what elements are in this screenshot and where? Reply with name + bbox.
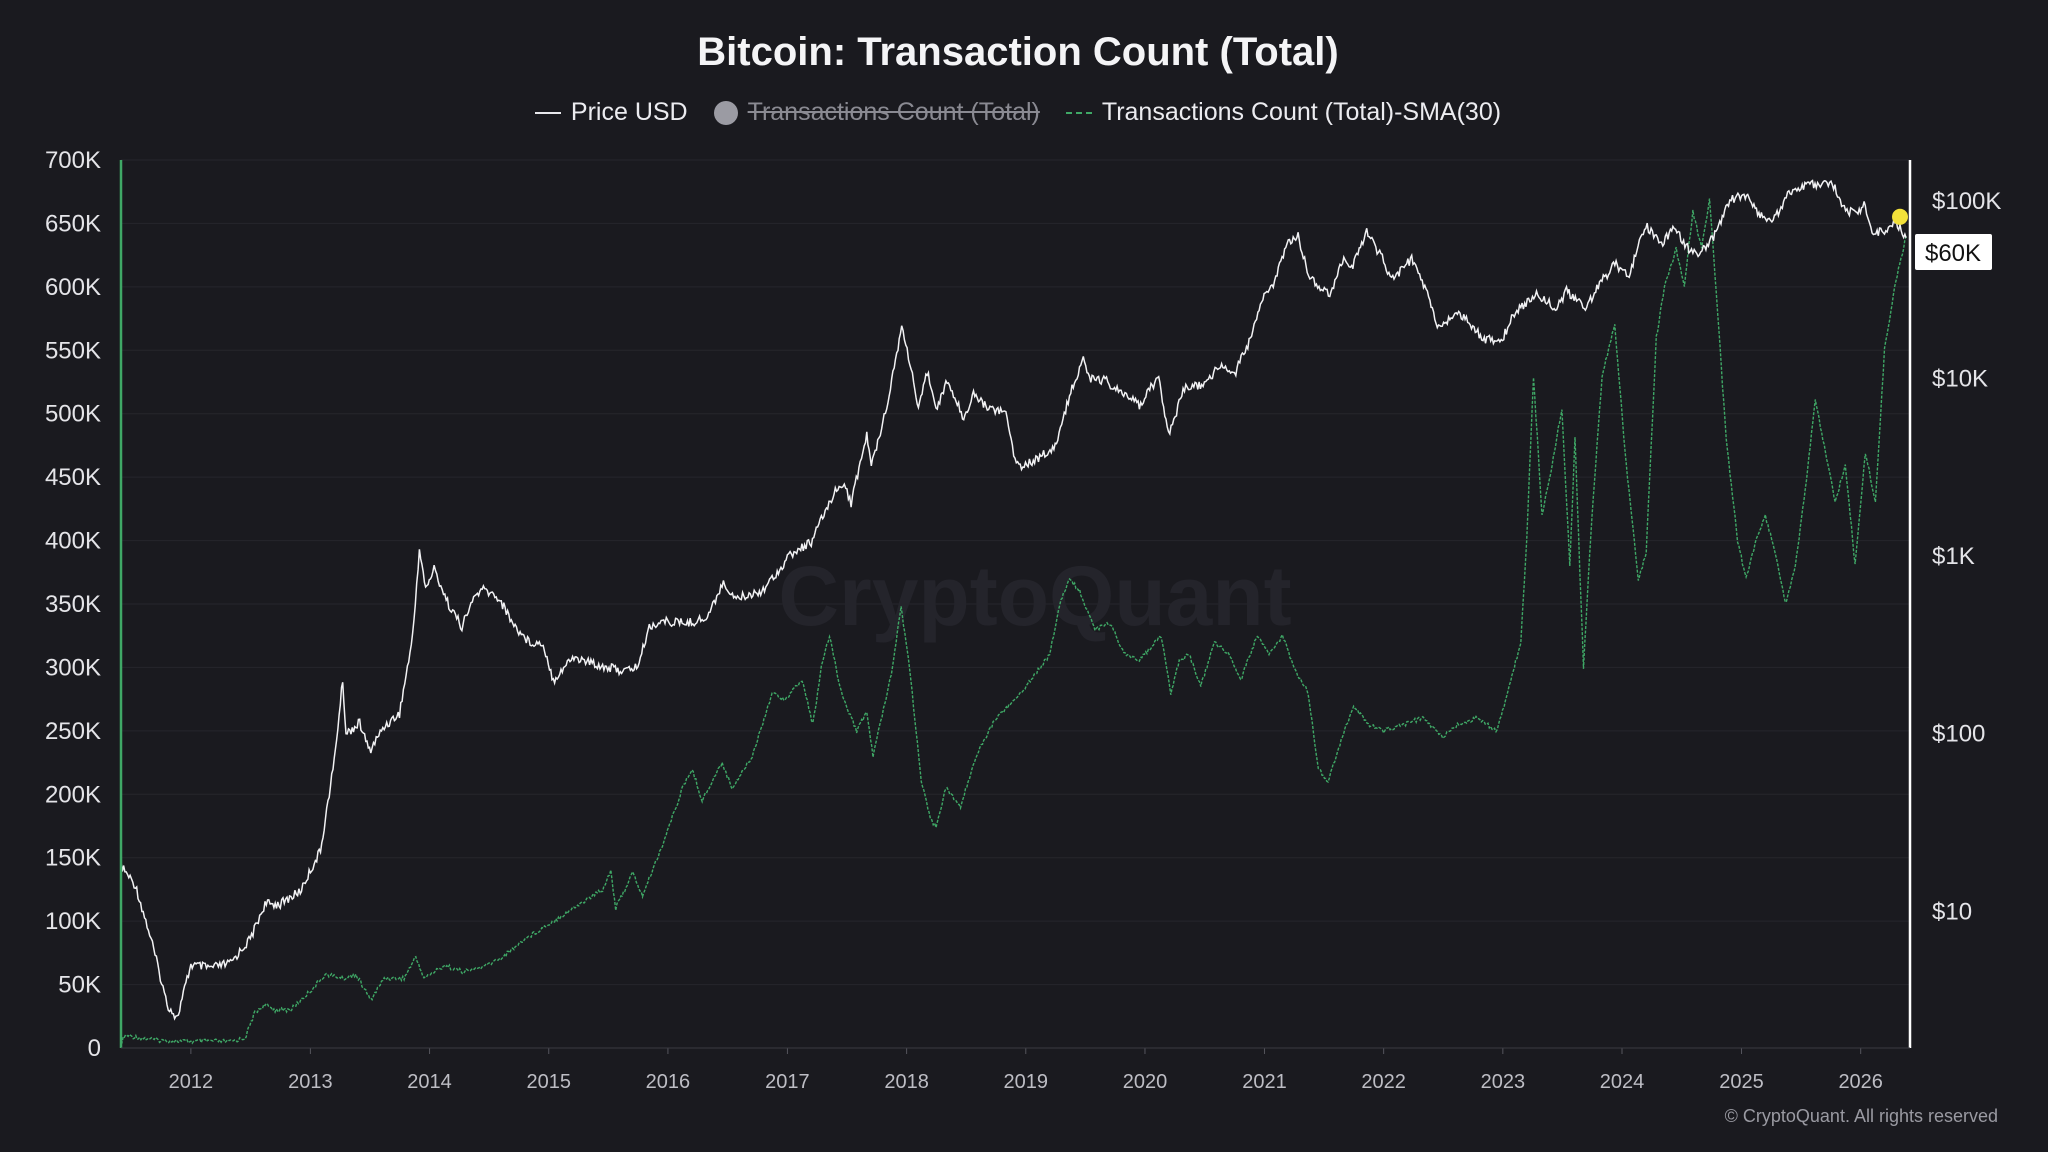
x-tick-label: 2025	[1719, 1071, 1764, 1093]
x-tick-label: 2012	[169, 1071, 214, 1093]
y-tick-label-left: 0	[88, 1035, 101, 1062]
x-tick-label: 2022	[1361, 1071, 1406, 1093]
y-tick-label-left: 50K	[58, 972, 101, 999]
y-tick-label-left: 550K	[45, 337, 101, 364]
legend-label-price: Price USD	[570, 98, 688, 126]
series-line-price	[120, 179, 1907, 1021]
legend-item-price[interactable]: Price USD	[534, 98, 688, 127]
x-tick-label: 2013	[288, 1071, 333, 1093]
x-tick-label: 2026	[1838, 1071, 1883, 1093]
y-tick-label-left: 100K	[45, 908, 101, 935]
x-tick-label: 2019	[1004, 1071, 1049, 1093]
legend-swatch-tx-sma	[1065, 111, 1092, 114]
x-tick-label: 2014	[407, 1071, 452, 1093]
series-layer	[120, 179, 1907, 1045]
y-tick-label-right: $1K	[1932, 543, 1975, 570]
watermark-text: CryptoQuant	[778, 549, 1291, 643]
y-tick-label-left: 150K	[45, 845, 101, 872]
y-tick-label-left: 450K	[45, 464, 101, 491]
legend-item-tx-count[interactable]: Transactions Count (Total)	[713, 98, 1040, 127]
current-price-badge: $60K	[1915, 234, 1992, 270]
x-tick-label: 2020	[1123, 1071, 1168, 1093]
x-tick-label: 2015	[526, 1071, 571, 1093]
y-tick-label-left: 250K	[45, 718, 101, 745]
y-tick-label-left: 200K	[45, 781, 101, 808]
copyright-credit: © CryptoQuant. All rights reserved	[1724, 1106, 1998, 1126]
x-tick-label: 2024	[1600, 1071, 1645, 1093]
current-price-marker[interactable]	[1892, 208, 1908, 225]
y-tick-label-right: $100	[1932, 721, 1985, 748]
x-tick-label: 2017	[765, 1071, 810, 1093]
legend-label-tx-count: Transactions Count (Total)	[747, 98, 1040, 126]
y-tick-label-left: 350K	[45, 591, 101, 618]
current-price-label: $60K	[1925, 240, 1981, 267]
x-tick-label: 2023	[1481, 1071, 1526, 1093]
y-tick-label-right: $10K	[1932, 366, 1988, 393]
y-tick-label-right: $10	[1932, 898, 1972, 925]
x-tick-label: 2016	[646, 1071, 691, 1093]
chart-title: Bitcoin: Transaction Count (Total)	[697, 30, 1339, 74]
y-tick-label-right: $100K	[1932, 188, 2001, 215]
legend-item-tx-sma[interactable]: Transactions Count (Total)-SMA(30)	[1065, 98, 1502, 127]
y-tick-label-left: 650K	[45, 210, 101, 237]
y-tick-label-left: 700K	[45, 147, 101, 174]
grid-lines	[121, 159, 1910, 986]
x-tick-label: 2021	[1242, 1071, 1287, 1093]
y-tick-label-left: 300K	[45, 654, 101, 681]
legend-swatch-price	[534, 111, 561, 114]
y-tick-label-left: 600K	[45, 274, 101, 301]
y-axis-right: $10 $100 $1K $10K $100K	[1932, 188, 2001, 925]
y-tick-label-left: 400K	[45, 528, 101, 555]
legend-swatch-tx-count	[713, 100, 738, 125]
y-tick-label-left: 500K	[45, 401, 101, 428]
legend: Price USD Transactions Count (Total) Tra…	[0, 98, 2036, 127]
series-line-tx-sma	[120, 198, 1907, 1045]
x-tick-label: 2018	[884, 1071, 929, 1093]
y-axis-left: 0 50K 100K 150K 200K 250K 300K 350K 400K 450K 500K…	[45, 147, 101, 1062]
legend-label-tx-sma: Transactions Count (Total)-SMA(30)	[1101, 98, 1502, 126]
x-axis: 2012 2013 2014 2015 2016 2017 2018 2019 2020 2021…	[169, 1048, 1883, 1093]
